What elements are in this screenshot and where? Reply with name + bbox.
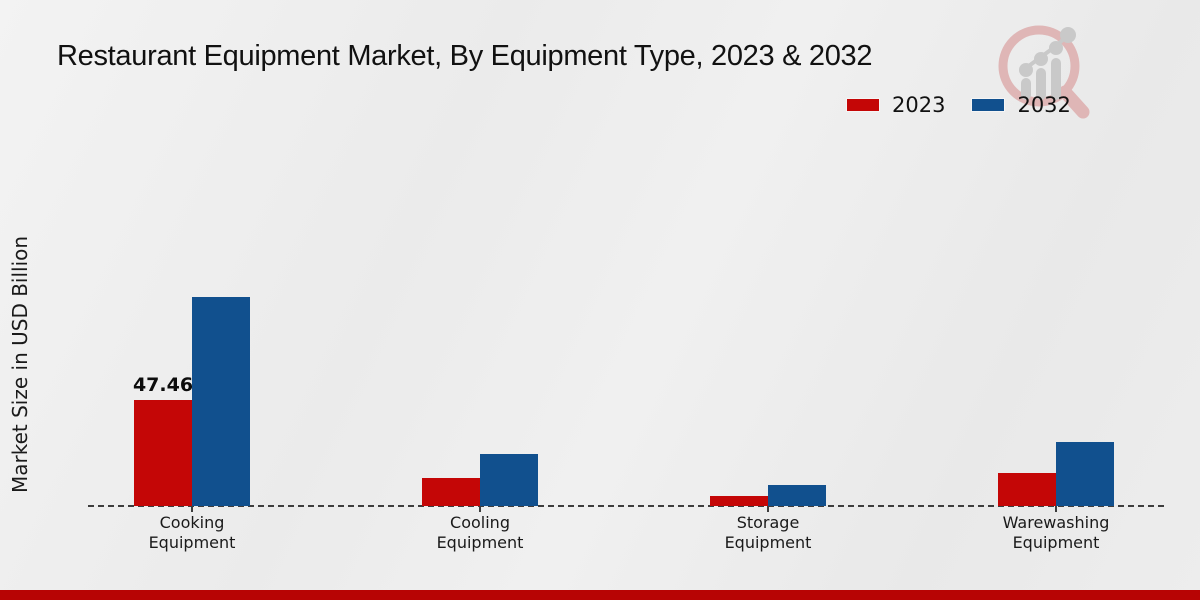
category-label-warewashing-equipment: Warewashing Equipment <box>1002 513 1110 552</box>
bar-2032-warewashing-equipment <box>1056 442 1114 506</box>
bar-2032-cooling-equipment <box>480 454 538 506</box>
legend-label-2032: 2032 <box>1017 93 1071 117</box>
bar-2032-cooking-equipment <box>192 297 250 506</box>
legend-swatch-2032 <box>971 98 1006 112</box>
legend-swatch-2023 <box>846 98 880 112</box>
bar-2023-cooling-equipment <box>422 478 480 506</box>
magnifier-growth-chart-logo-icon <box>998 25 1090 119</box>
category-label-cooking-equipment: Cooking Equipment <box>148 513 236 552</box>
x-axis-tick <box>191 506 193 512</box>
bar-2023-storage-equipment <box>710 496 768 506</box>
x-axis-tick <box>767 506 769 512</box>
footer-stripe <box>0 590 1200 600</box>
category-label-storage-equipment: Storage Equipment <box>724 513 812 552</box>
bar-2032-storage-equipment <box>768 485 826 506</box>
category-label-cooling-equipment: Cooling Equipment <box>436 513 524 552</box>
x-axis-tick <box>1055 506 1057 512</box>
legend-item-2023: 2023 <box>846 93 945 117</box>
chart-title: Restaurant Equipment Market, By Equipmen… <box>57 40 873 72</box>
x-axis-tick <box>479 506 481 512</box>
legend: 2023 2032 <box>846 93 1071 117</box>
x-axis-baseline <box>88 505 1164 507</box>
legend-item-2032: 2032 <box>971 93 1071 117</box>
bar-2023-warewashing-equipment <box>998 473 1056 506</box>
legend-label-2023: 2023 <box>892 93 946 117</box>
bar-value-label: 47.46 <box>132 374 194 396</box>
bar-2023-cooking-equipment <box>134 400 192 506</box>
